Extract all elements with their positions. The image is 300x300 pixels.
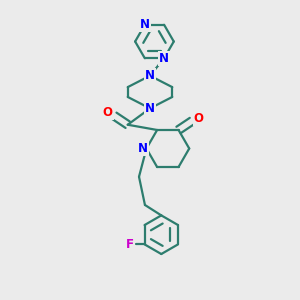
Text: N: N [159,52,169,65]
Text: N: N [138,142,148,155]
Text: N: N [145,69,155,82]
Text: N: N [140,18,150,31]
Text: O: O [103,106,113,119]
Text: O: O [194,112,203,124]
Text: N: N [145,102,155,115]
Text: F: F [126,238,134,251]
